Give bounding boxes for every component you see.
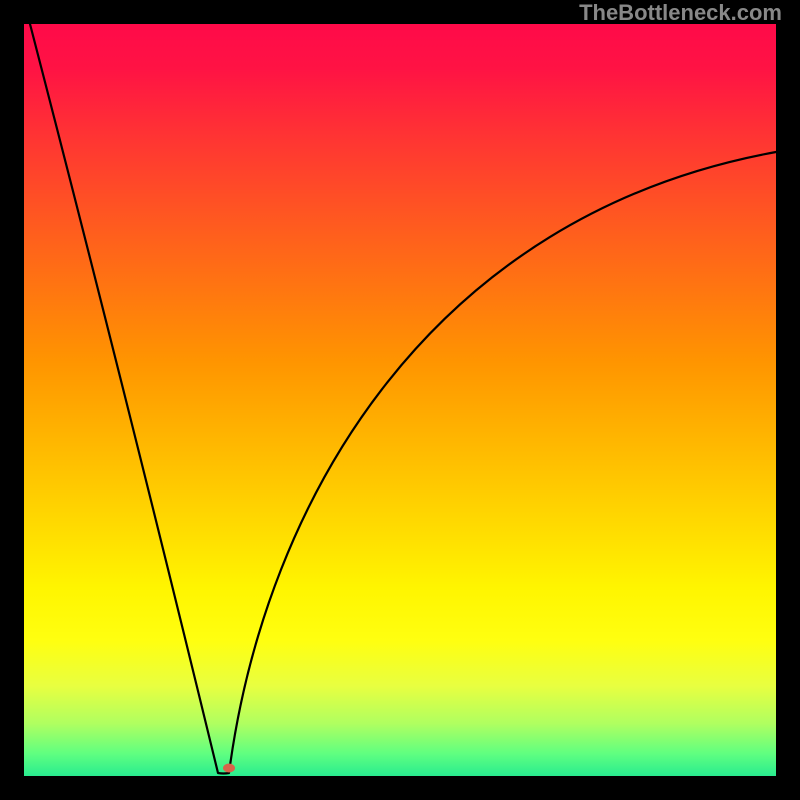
bottleneck-chart: TheBottleneck.com [0, 0, 800, 800]
optimum-marker [223, 764, 235, 773]
watermark-text: TheBottleneck.com [579, 0, 782, 26]
chart-svg [0, 0, 800, 800]
plot-background [24, 24, 776, 776]
